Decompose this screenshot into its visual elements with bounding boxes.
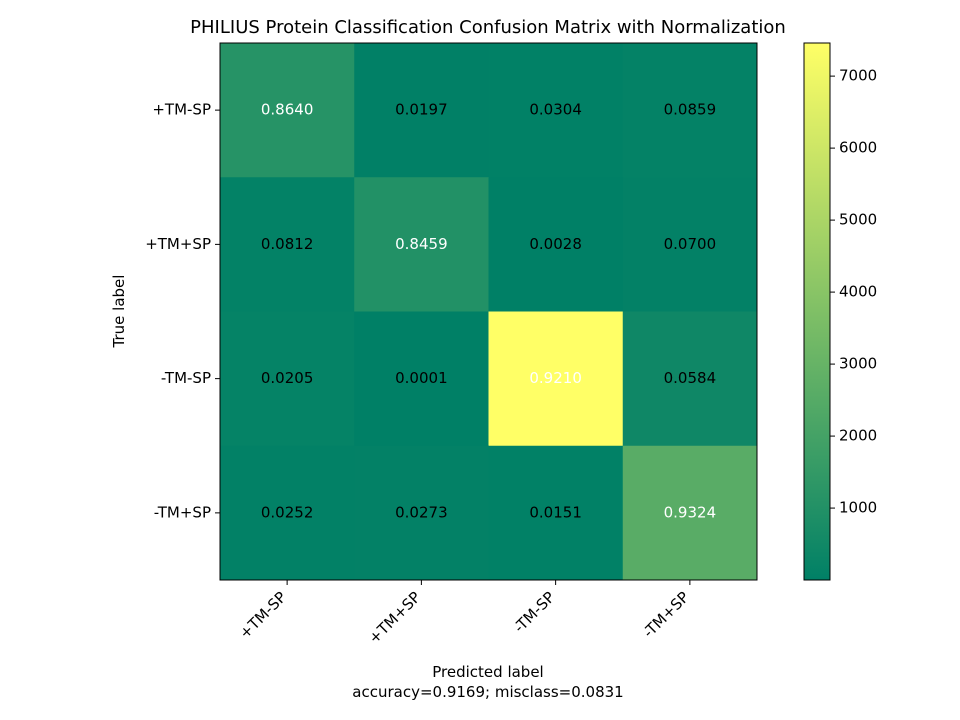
x-axis-ticks: +TM-SP +TM+SP -TM-SP -TM+SP [236, 580, 693, 647]
cell-value-label: 0.9324 [664, 503, 717, 521]
cell-value-label: 0.0197 [395, 101, 448, 119]
x-tick-label: -TM-SP [510, 588, 558, 636]
matrix-cell [220, 177, 355, 312]
matrix-cell [354, 177, 489, 312]
x-tick-label: +TM-SP [236, 588, 290, 642]
matrix-cell [622, 43, 758, 178]
cell-value-label: 0.0151 [529, 503, 582, 521]
cell-value-label: 0.8640 [261, 101, 314, 119]
cell-value-label: 0.0304 [529, 101, 582, 119]
colorbar-tick-label: 5000 [839, 211, 877, 229]
x-axis-note: accuracy=0.9169; misclass=0.0831 [352, 683, 623, 701]
cell-value-label: 0.0859 [664, 101, 717, 119]
cell-value-label: 0.0273 [395, 503, 448, 521]
cell-value-label: 0.0028 [529, 235, 582, 253]
y-tick-label: -TM-SP [161, 369, 211, 387]
plot-frame [219, 42, 758, 581]
cell-value-label: 0.8459 [395, 235, 448, 253]
matrix-cell [354, 311, 489, 447]
cell-value-label: 0.0252 [261, 503, 314, 521]
cell-value-label: 0.0812 [261, 235, 314, 253]
cell-value-label: 0.0700 [664, 235, 717, 253]
matrix-cell [622, 311, 758, 447]
matrix-cell [488, 311, 624, 447]
matrix-cell [220, 445, 355, 581]
colorbar-tick-label: 7000 [839, 67, 877, 85]
cell-value-label: 0.0205 [261, 369, 314, 387]
colorbar-ticks: 1000 2000 3000 4000 5000 6000 7000 [830, 67, 877, 517]
matrix-cell [354, 445, 489, 581]
matrix-cell [488, 43, 624, 178]
colorbar-tick-label: 4000 [839, 283, 877, 301]
matrix-cell [220, 311, 355, 447]
x-axis-label: Predicted label [432, 663, 543, 681]
chart-title: PHILIUS Protein Classification Confusion… [190, 17, 786, 38]
matrix-cell [488, 177, 624, 312]
y-tick-label: +TM-SP [152, 101, 211, 119]
colorbar-tick-label: 1000 [839, 499, 877, 517]
colorbar-tick-label: 2000 [839, 427, 877, 445]
colorbar [803, 42, 831, 581]
matrix-cells: 0.8640 0.0197 0.0304 0.0859 0.0812 0.8459 0.00… [220, 43, 758, 581]
matrix-cell [354, 43, 489, 178]
colorbar-tick-label: 3000 [839, 355, 877, 373]
cell-value-label: 0.0584 [664, 369, 717, 387]
y-tick-label: +TM+SP [145, 235, 211, 253]
matrix-cell [488, 445, 624, 581]
y-axis-ticks: +TM-SP +TM+SP -TM-SP -TM+SP [145, 101, 220, 521]
cell-value-label: 0.0001 [395, 369, 448, 387]
colorbar-tick-label: 6000 [839, 139, 877, 157]
cell-value-label: 0.9210 [529, 369, 582, 387]
y-tick-label: -TM+SP [154, 503, 211, 521]
matrix-cell [622, 177, 758, 312]
matrix-cell [622, 445, 758, 581]
matrix-cell [220, 43, 355, 178]
x-tick-label: +TM+SP [365, 588, 424, 647]
y-axis-label: True label [110, 275, 128, 349]
x-tick-label: -TM+SP [639, 588, 692, 641]
